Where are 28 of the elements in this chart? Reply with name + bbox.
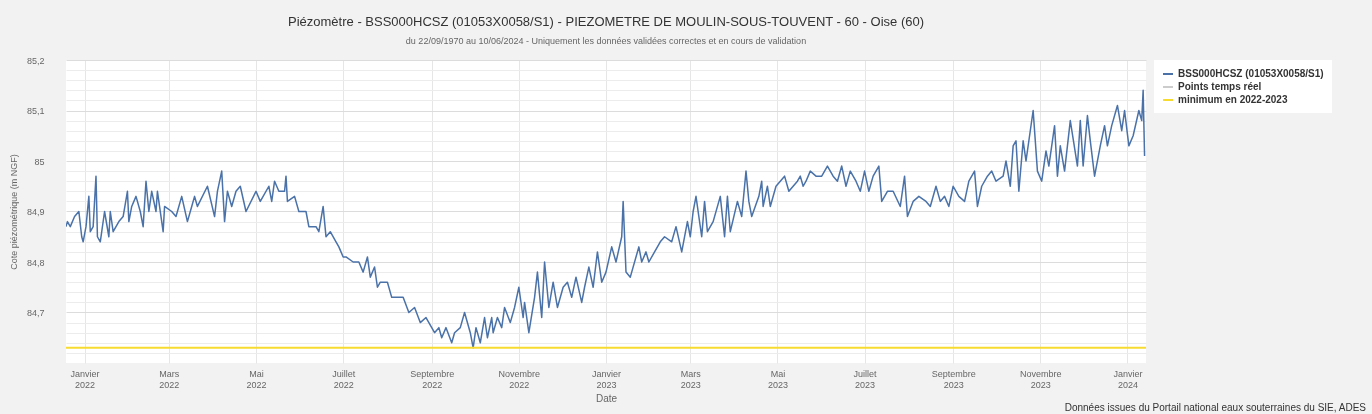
x-tick-label: Septembre 2022: [410, 368, 455, 390]
chart-title: Piézomètre - BSS000HCSZ (01053X0058/S1) - PIEZOMETRE DE MOULIN-SOUS-TOUVENT - 60 - Oise (60): [288, 14, 924, 29]
chart-subtitle: du 22/09/1970 au 10/06/2024 - Uniquement les données validées correctes et en cours de validation: [405, 36, 807, 46]
y-tick-label: 84,7: [26, 308, 45, 318]
x-tick-label: Mai 2023: [767, 368, 788, 390]
x-tick-label: Novembre 2022: [498, 368, 541, 390]
legend-label: minimum en 2022-2023: [1178, 94, 1288, 105]
x-tick-label: Mars 2022: [159, 368, 180, 390]
line-series: [66, 89, 1146, 349]
x-tick-label: Mars 2023: [680, 368, 702, 390]
legend-label: Points temps réel: [1178, 81, 1262, 92]
legend-label: BSS000HCSZ (01053X0058/S1): [1178, 68, 1324, 79]
y-axis-title: Cote piézométrique (m NGF): [8, 154, 19, 270]
x-tick-label: Novembre 2023: [1020, 368, 1062, 390]
x-tick-label: Janvier 2023: [591, 368, 622, 390]
y-tick-label: 85,2: [26, 55, 45, 66]
x-tick-label: Juillet 2023: [853, 368, 878, 390]
x-axis-title: Date: [595, 392, 618, 404]
x-tick-label: Septembre 2023: [931, 368, 976, 390]
y-tick-label: 84,8: [26, 257, 45, 268]
y-tick-label: 85: [34, 156, 45, 167]
x-tick-label: Mai 2022: [246, 368, 267, 390]
x-tick-label: Janvier 2022: [70, 368, 100, 390]
y-tick-label: 84,9: [26, 207, 45, 217]
x-tick-label: Janvier 2024: [1113, 368, 1143, 390]
text: Données issues du Portail national eaux souterraines du SIE, ADES: [1064, 402, 1367, 413]
x-tick-label: Juillet 2022: [332, 368, 356, 390]
y-tick-label: 85,1: [26, 106, 45, 116]
